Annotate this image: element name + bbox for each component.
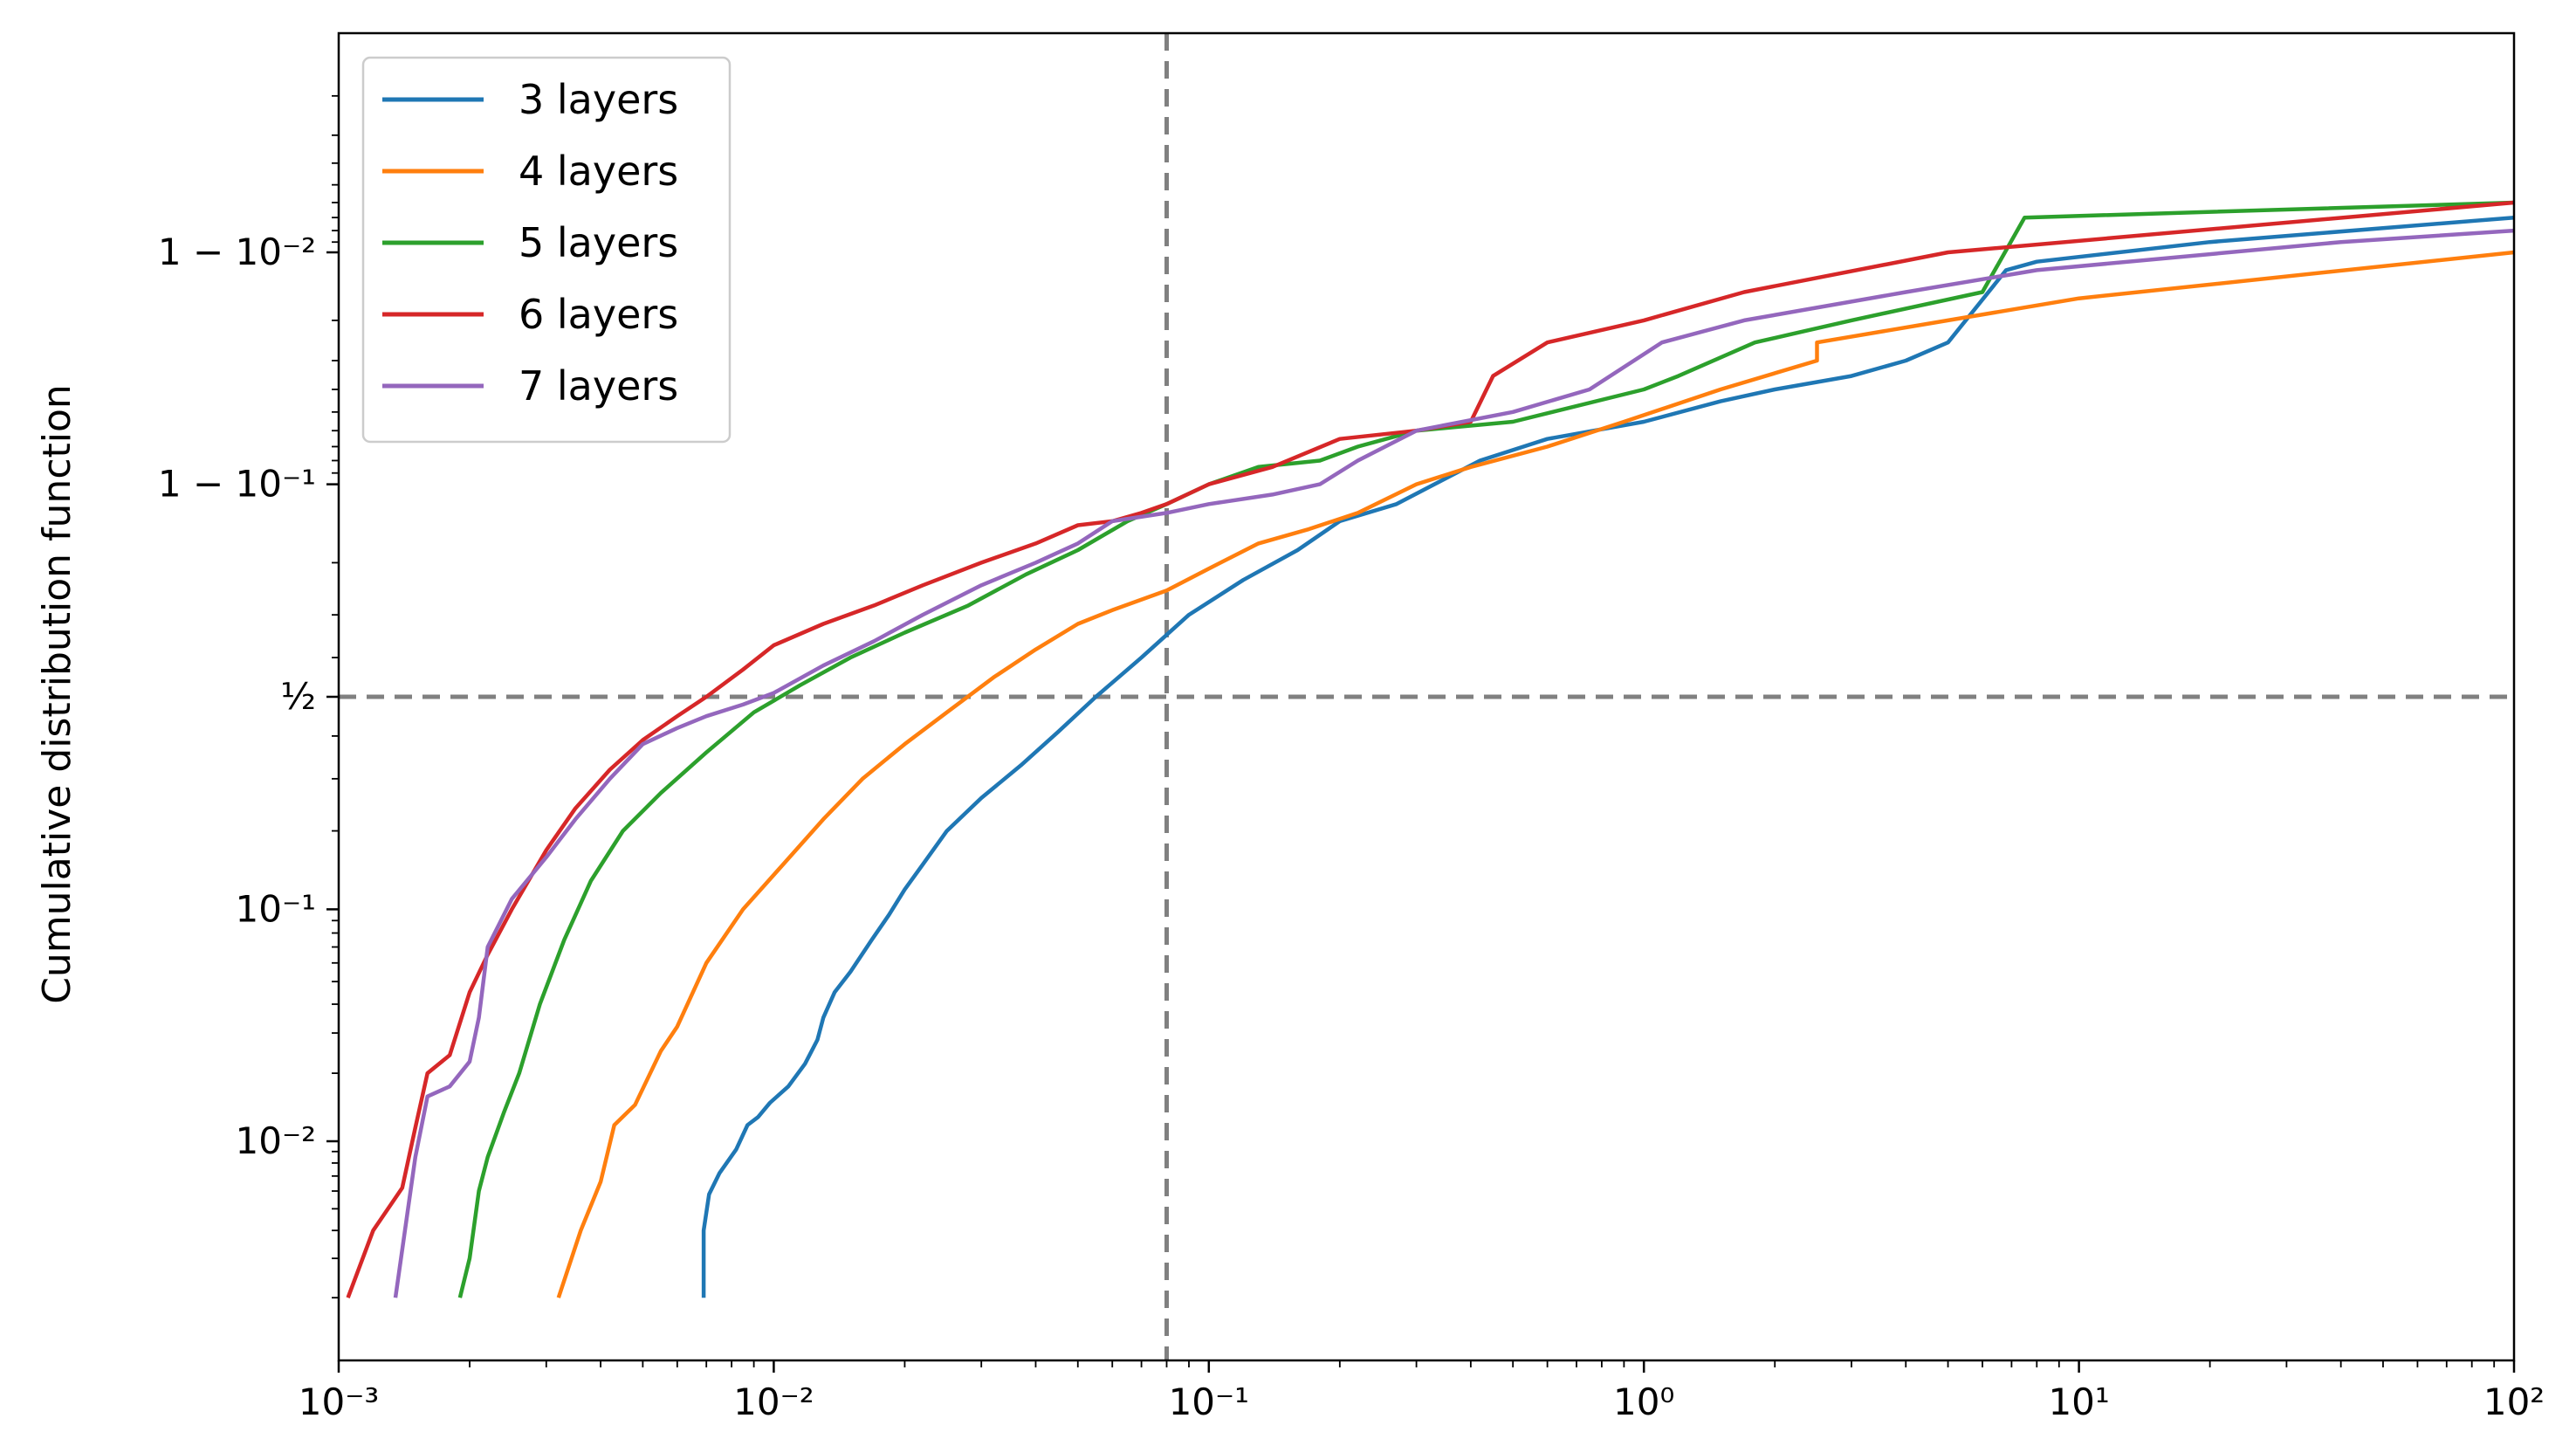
legend-label: 7 layers (519, 362, 678, 410)
y-tick-label: 1 − 10⁻² (158, 231, 316, 273)
series-line-5-layers (457, 200, 2515, 1298)
legend-label: 5 layers (519, 219, 678, 266)
y-tick-label: 1 − 10⁻¹ (158, 463, 316, 506)
legend-box (361, 56, 732, 444)
x-tick-label: 10¹ (2048, 1380, 2109, 1423)
y-axis-label: Cumulative distribution function (35, 384, 79, 1004)
legend-label: 3 layers (519, 76, 678, 123)
legend-label: 4 layers (519, 148, 678, 195)
x-tick-label: 10⁰ (1613, 1380, 1674, 1423)
series-line-3-layers (701, 215, 2515, 1298)
series-line-7-layers (393, 228, 2515, 1298)
x-tick-label: 10⁻² (733, 1380, 814, 1423)
x-axis: 10⁻³ 10⁻² 10⁻¹ 10⁰ 10¹ 10² (299, 1360, 2545, 1423)
x-tick-label: 10⁻³ (299, 1380, 379, 1423)
y-tick-label: ½ (280, 675, 316, 718)
x-tick-label: 10⁻¹ (1169, 1380, 1249, 1423)
legend: 3 layers 4 layers 5 layers 6 layers 7 layers (361, 56, 732, 444)
series-layer (346, 200, 2515, 1298)
y-axis: 10⁻² 10⁻¹ ½ 1 − 10⁻¹ 1 − 10⁻² (158, 94, 339, 1299)
x-tick-label: 10² (2483, 1380, 2545, 1423)
y-tick-label: 10⁻² (236, 1119, 316, 1162)
reference-lines (339, 33, 2514, 1360)
legend-label: 6 layers (519, 291, 678, 338)
series-line-4-layers (556, 250, 2515, 1298)
y-tick-label: 10⁻¹ (236, 887, 316, 930)
